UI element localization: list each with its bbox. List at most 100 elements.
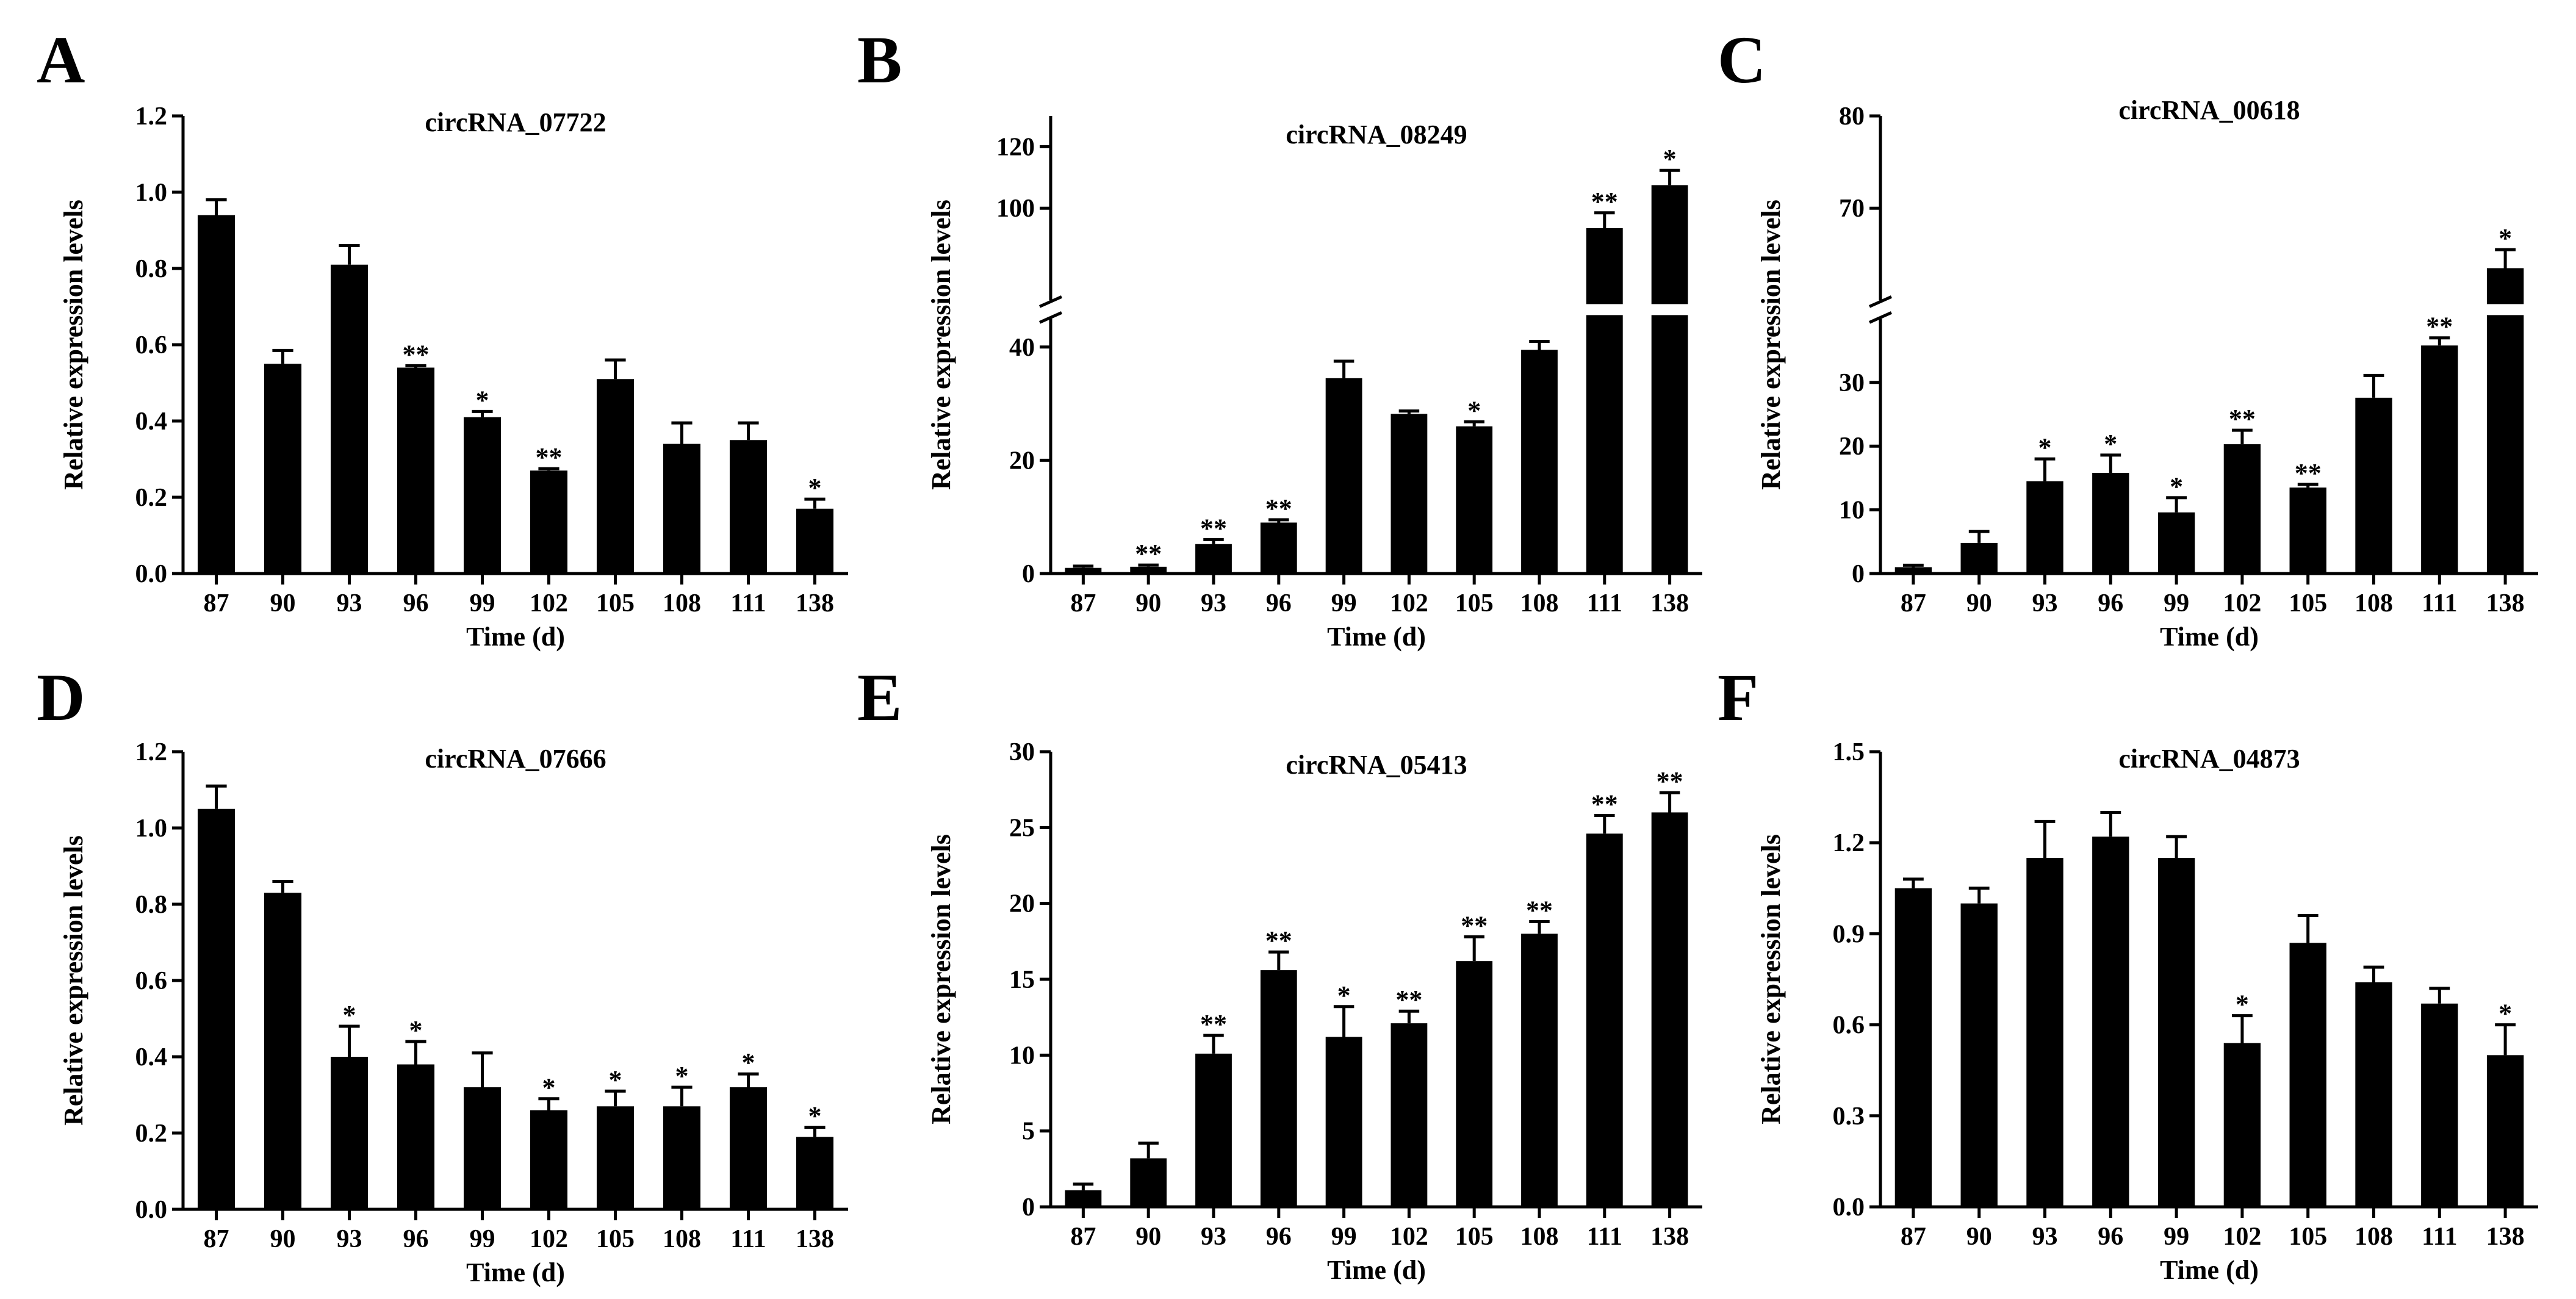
error-bar-93 — [2034, 457, 2056, 481]
panel-letter: C — [1718, 23, 1766, 97]
bar-93 — [1195, 1053, 1232, 1207]
bar-105 — [596, 379, 635, 574]
significance-mark: ** — [1135, 539, 1162, 569]
error-bar-87 — [1903, 563, 1924, 567]
bar-111 — [1586, 833, 1623, 1207]
x-axis-label: Time (d) — [1327, 1255, 1426, 1285]
x-tick-label: 108 — [2355, 589, 2393, 617]
bar-102 — [2223, 1043, 2261, 1207]
significance-mark: * — [1337, 981, 1351, 1010]
y-tick-label: 40 — [1009, 334, 1035, 362]
bar-series: ********** — [1065, 144, 1688, 574]
significance-mark: * — [2038, 433, 2052, 462]
chart-title: circRNA_04873 — [2118, 744, 2300, 774]
significance-mark: * — [609, 1065, 622, 1095]
error-bar-99 — [2166, 835, 2187, 858]
error-bar-90 — [1968, 887, 1990, 904]
x-tick-label: 105 — [2289, 589, 2327, 617]
error-bar-93 — [1203, 538, 1224, 544]
y-tick-label: 20 — [1839, 433, 1865, 461]
bar-87 — [197, 808, 236, 1209]
x-tick-label: 99 — [470, 1225, 495, 1253]
y-tick-label: 1.2 — [135, 738, 168, 766]
error-bar-102 — [538, 467, 559, 471]
bar-105 — [1456, 961, 1493, 1207]
bar-105 — [2289, 488, 2326, 574]
y-axis-label: Relative expression levels — [926, 834, 956, 1124]
x-tick-label: 138 — [2486, 1223, 2525, 1251]
bar-87 — [1065, 1190, 1102, 1207]
chart-title: circRNA_00618 — [2118, 95, 2300, 125]
error-bar-87 — [1073, 564, 1094, 568]
y-tick-label: 0.2 — [135, 484, 168, 512]
bar-87 — [1894, 888, 1932, 1207]
significance-mark: ** — [1265, 926, 1292, 955]
x-tick-label: 111 — [2422, 589, 2457, 617]
x-tick-label: 93 — [337, 1225, 362, 1253]
error-bar-90 — [1138, 1142, 1159, 1159]
x-tick-label: 105 — [1455, 1223, 1494, 1251]
y-tick-label: 100 — [996, 195, 1035, 223]
significance-mark: ** — [1526, 896, 1553, 926]
x-tick-label: 138 — [796, 589, 834, 617]
bar-102 — [530, 1110, 568, 1209]
x-axis-label: Time (d) — [2160, 622, 2259, 652]
bar-111 — [729, 1087, 768, 1209]
bar-96 — [2092, 837, 2129, 1207]
panel-letter: F — [1718, 660, 1758, 735]
panel-a: AcircRNA_07722******0.00.20.40.60.81.01.… — [37, 23, 848, 652]
significance-mark: * — [808, 473, 822, 503]
x-tick-label: 111 — [730, 589, 766, 617]
y-tick-label: 0 — [1022, 1193, 1035, 1222]
chart-title: circRNA_07666 — [425, 744, 606, 774]
x-tick-label: 111 — [2422, 1223, 2457, 1251]
error-bar-138 — [1659, 791, 1680, 813]
bar-111 — [2421, 1003, 2458, 1207]
y-tick-label: 30 — [1839, 369, 1865, 397]
y-tick-label: 70 — [1839, 195, 1865, 223]
bar-105 — [2289, 943, 2326, 1207]
x-tick-label: 108 — [2355, 1223, 2393, 1251]
y-tick-label: 25 — [1009, 814, 1035, 842]
x-tick-label: 99 — [1331, 1223, 1357, 1251]
x-tick-label: 108 — [1520, 1223, 1559, 1251]
bar-93 — [2026, 481, 2063, 574]
error-bar-102 — [2232, 428, 2253, 445]
x-tick-label: 111 — [730, 1225, 766, 1253]
x-tick-label: 93 — [2032, 1223, 2058, 1251]
bar-138 — [2486, 268, 2524, 574]
bar-series: ****** — [197, 198, 834, 574]
y-axis-label: Relative expression levels — [59, 835, 88, 1126]
error-bar-99 — [1333, 1005, 1355, 1037]
significance-mark: ** — [1200, 513, 1227, 543]
y-axis-label: Relative expression levels — [59, 200, 88, 490]
significance-mark: * — [2499, 999, 2512, 1029]
x-tick-label: 105 — [1455, 589, 1494, 617]
y-tick-label: 10 — [1009, 1042, 1035, 1070]
y-tick-label: 0.8 — [135, 255, 168, 283]
y-tick-label: 20 — [1009, 447, 1035, 475]
bar-90 — [1960, 542, 1998, 574]
x-tick-label: 105 — [596, 1225, 635, 1253]
significance-mark: ** — [1265, 494, 1292, 524]
chart-title: circRNA_05413 — [1286, 750, 1467, 780]
significance-mark: ** — [1395, 985, 1422, 1015]
x-tick-label: 105 — [596, 589, 635, 617]
x-tick-label: 90 — [1135, 589, 1161, 617]
error-bar-105 — [1464, 935, 1484, 962]
y-tick-label: 5 — [1022, 1118, 1035, 1146]
error-bar-108 — [2363, 373, 2384, 398]
x-axis-label: Time (d) — [2160, 1255, 2259, 1285]
chart-title: circRNA_08249 — [1286, 120, 1467, 149]
y-tick-label: 0.8 — [135, 891, 168, 919]
error-bar-111 — [1594, 211, 1615, 228]
x-tick-label: 90 — [1135, 1223, 1161, 1251]
x-axis-label: Time (d) — [1327, 622, 1426, 652]
error-bar-90 — [1138, 563, 1159, 567]
panel-letter: D — [37, 660, 85, 735]
error-bar-138 — [2495, 1023, 2516, 1056]
x-tick-label: 108 — [1520, 589, 1559, 617]
x-tick-label: 99 — [2164, 589, 2189, 617]
error-bar-96 — [1268, 518, 1289, 523]
